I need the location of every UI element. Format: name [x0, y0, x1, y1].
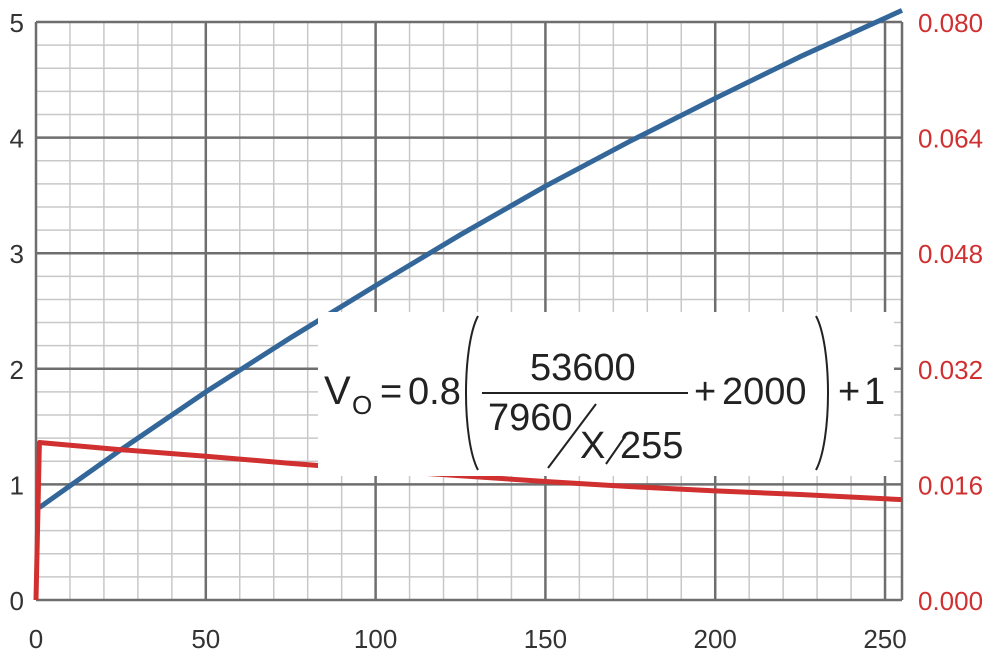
bottom-axis-tick-label: 0: [29, 624, 43, 654]
bottom-axis-tick-label: 250: [863, 624, 906, 654]
formula-variable-x: X: [580, 425, 605, 467]
left-axis-tick-label: 5: [10, 8, 24, 38]
formula-v-subscript: O: [352, 390, 372, 420]
formula-plus-2: +: [838, 371, 860, 413]
right-axis-tick-label: 0.080: [918, 8, 983, 38]
formula-denominator-number: 7960: [488, 397, 573, 439]
major-grid: [34, 20, 904, 602]
left-axis-tick-label: 4: [10, 124, 24, 154]
formula-left-paren: [465, 315, 479, 471]
left-axis-tick-label: 2: [10, 355, 24, 385]
right-axis-tick-label: 0.064: [918, 124, 983, 154]
right-axis-tick-label: 0.016: [918, 470, 983, 500]
formula-plus: +: [694, 371, 716, 413]
minor-grid: [35, 21, 902, 601]
right-axis-tick-labels: 0.000 0.016 0.032 0.048 0.064 0.080: [918, 8, 983, 616]
bottom-axis-tick-label: 200: [694, 624, 737, 654]
formula-constant-2: 1: [864, 371, 885, 413]
bottom-axis-tick-label: 50: [191, 624, 220, 654]
left-axis-tick-label: 0: [10, 586, 24, 616]
formula-right-paren: [815, 315, 829, 471]
left-axis-tick-label: 1: [10, 470, 24, 500]
right-axis-tick-label: 0.032: [918, 355, 983, 385]
formula-slash: [547, 403, 597, 469]
formula-coefficient: 0.8: [408, 371, 461, 413]
formula-slash-2: [605, 437, 625, 465]
bottom-axis-tick-labels: 0 50 100 150 200 250: [29, 624, 907, 654]
left-axis-tick-labels: 0 1 2 3 4 5: [10, 8, 24, 616]
bottom-axis-tick-label: 150: [524, 624, 567, 654]
bottom-axis-tick-label: 100: [354, 624, 397, 654]
formula-numerator: 53600: [530, 347, 636, 389]
right-axis-tick-label: 0.048: [918, 239, 983, 269]
series-line-left: [37, 8, 904, 510]
formula-v: V: [324, 369, 351, 413]
formula-equals: =: [380, 371, 402, 413]
left-axis-tick-label: 3: [10, 239, 24, 269]
formula-constant: 2000: [722, 371, 807, 413]
formula-annotation: V O = 0.8 53600 7960 X 255 + 2000 + 1: [318, 312, 894, 476]
right-axis-tick-label: 0.000: [918, 586, 983, 616]
formula-divisor: 255: [620, 425, 683, 467]
